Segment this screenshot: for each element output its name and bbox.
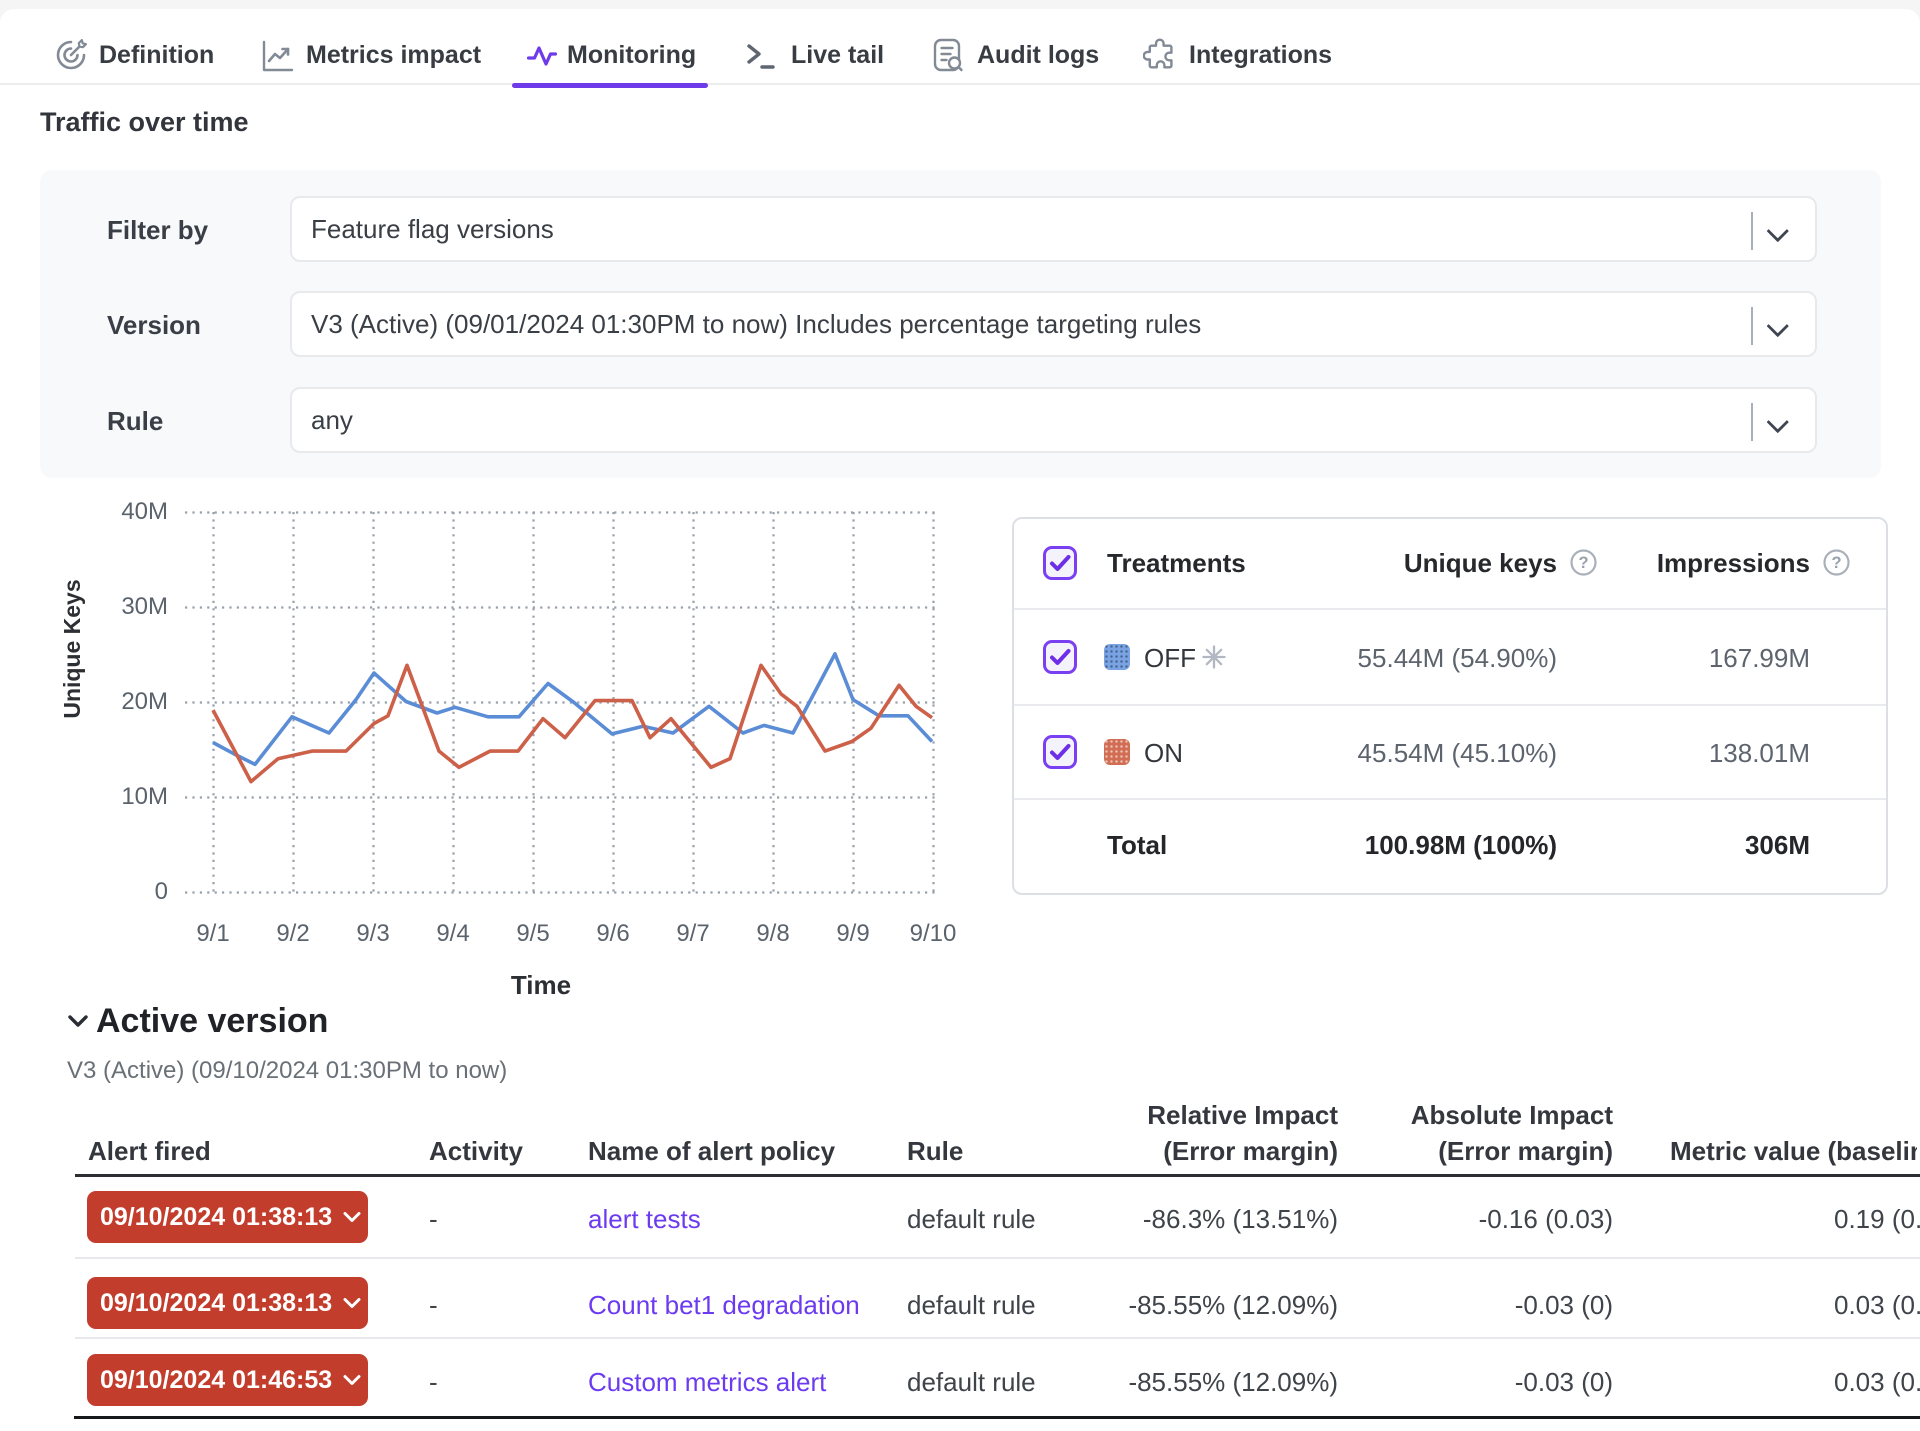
svg-text:?: ? xyxy=(1831,554,1841,572)
svg-text:?: ? xyxy=(1578,554,1588,572)
